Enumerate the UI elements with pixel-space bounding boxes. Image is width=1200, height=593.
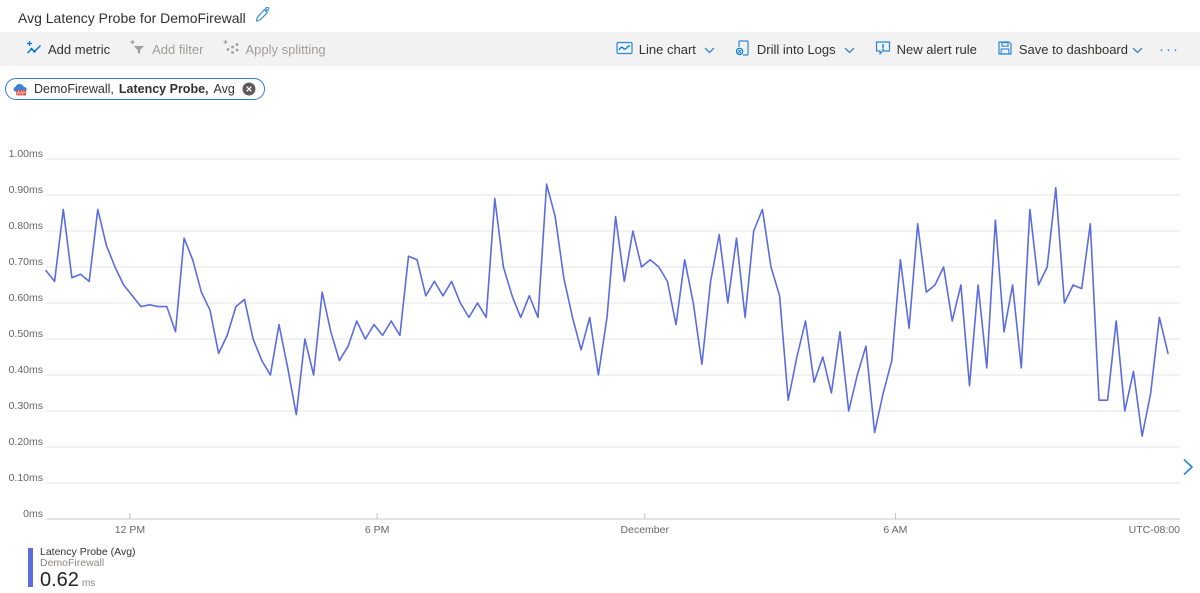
x-axis-tick-label: 12 PM xyxy=(115,524,145,536)
x-axis-tick-label: 6 AM xyxy=(883,524,907,536)
line-chart-icon xyxy=(616,40,633,59)
apply-splitting-button[interactable]: Apply splitting xyxy=(213,32,335,66)
drill-into-logs-button[interactable]: Drill into Logs xyxy=(725,32,865,66)
apply-splitting-icon xyxy=(223,39,239,59)
firewall-icon xyxy=(13,83,29,96)
line-chart-label: Line chart xyxy=(638,41,696,57)
remove-metric-icon[interactable] xyxy=(242,82,256,96)
chevron-down-icon xyxy=(704,42,715,57)
y-axis-tick-label: 0.90ms xyxy=(9,184,43,196)
drill-into-logs-icon xyxy=(735,39,751,59)
drill-into-logs-label: Drill into Logs xyxy=(756,41,836,57)
legend-metric-name: Latency Probe (Avg) xyxy=(40,546,136,558)
y-axis-tick-label: 0.10ms xyxy=(9,472,43,484)
add-metric-label: Add metric xyxy=(48,41,111,57)
add-filter-button[interactable]: Add filter xyxy=(120,32,213,66)
y-axis-tick-label: 1.00ms xyxy=(9,148,43,160)
more-commands-button[interactable]: ··· xyxy=(1159,40,1180,58)
y-axis-tick-label: 0.40ms xyxy=(9,364,43,376)
y-axis-tick-label: 0.60ms xyxy=(9,292,43,304)
chevron-down-icon xyxy=(1132,42,1143,57)
legend-avg-value: 0.62 xyxy=(40,569,79,591)
line-chart-selector-button[interactable]: Line chart xyxy=(606,32,725,66)
legend-unit: ms xyxy=(81,578,96,589)
new-alert-rule-button[interactable]: New alert rule xyxy=(865,32,987,66)
x-axis-timezone-label: UTC-08:00 xyxy=(1129,524,1181,536)
chevron-down-icon xyxy=(844,42,855,57)
add-filter-icon xyxy=(130,39,146,59)
metrics-line-chart[interactable]: 1.00ms 0.90ms 0.80ms 0.70ms 0.60ms 0.50ms 0.40… xyxy=(0,140,1200,545)
save-icon xyxy=(997,40,1013,59)
legend-resource-name: DemoFirewall xyxy=(40,557,105,569)
chart-axes: 1.00ms 0.90ms 0.80ms 0.70ms 0.60ms 0.50ms 0.40… xyxy=(9,148,1181,536)
apply-splitting-label: Apply splitting xyxy=(245,41,326,57)
pill-metric: Latency Probe, xyxy=(118,82,209,96)
y-axis-tick-label: 0.30ms xyxy=(9,400,43,412)
command-bar: Add metric Add filter Apply splitting xyxy=(0,32,1200,66)
add-filter-label: Add filter xyxy=(152,41,204,57)
save-to-dashboard-label: Save to dashboard xyxy=(1018,41,1128,57)
pill-resource: DemoFirewall, xyxy=(34,82,114,96)
x-axis-tick-label: December xyxy=(621,524,670,536)
command-bar-right: Line chart Drill into Logs xyxy=(606,32,1186,66)
edit-pencil-icon[interactable] xyxy=(254,6,270,28)
command-bar-left: Add metric Add filter Apply splitting xyxy=(16,32,336,66)
legend-item[interactable]: Latency Probe (Avg) DemoFirewall 0.62 ms xyxy=(28,546,1200,591)
metric-pill[interactable]: DemoFirewall, Latency Probe, Avg xyxy=(5,78,265,100)
y-axis-tick-label: 0.70ms xyxy=(9,256,43,268)
add-metric-icon xyxy=(26,40,42,59)
pill-aggregation: Avg xyxy=(213,82,235,96)
y-axis-tick-label: 0.20ms xyxy=(9,436,43,448)
x-axis-tick-label: 6 PM xyxy=(365,524,390,536)
chart-title-bar: Avg Latency Probe for DemoFirewall xyxy=(0,0,1200,28)
metrics-chart-area: 1.00ms 0.90ms 0.80ms 0.70ms 0.60ms 0.50ms 0.40… xyxy=(0,140,1200,545)
metric-pill-row: DemoFirewall, Latency Probe, Avg xyxy=(0,77,1200,101)
new-alert-rule-icon xyxy=(875,40,891,59)
add-metric-button[interactable]: Add metric xyxy=(16,32,120,66)
latency-probe-series-line xyxy=(45,183,1169,438)
y-axis-tick-label: 0ms xyxy=(23,508,43,520)
legend-color-swatch xyxy=(28,548,33,587)
save-to-dashboard-button[interactable]: Save to dashboard xyxy=(987,32,1153,66)
page-title: Avg Latency Probe for DemoFirewall xyxy=(18,9,246,26)
y-axis-tick-label: 0.80ms xyxy=(9,220,43,232)
y-axis-tick-label: 0.50ms xyxy=(9,328,43,340)
expand-panel-chevron-icon[interactable] xyxy=(1180,458,1196,478)
new-alert-rule-label: New alert rule xyxy=(896,41,977,57)
